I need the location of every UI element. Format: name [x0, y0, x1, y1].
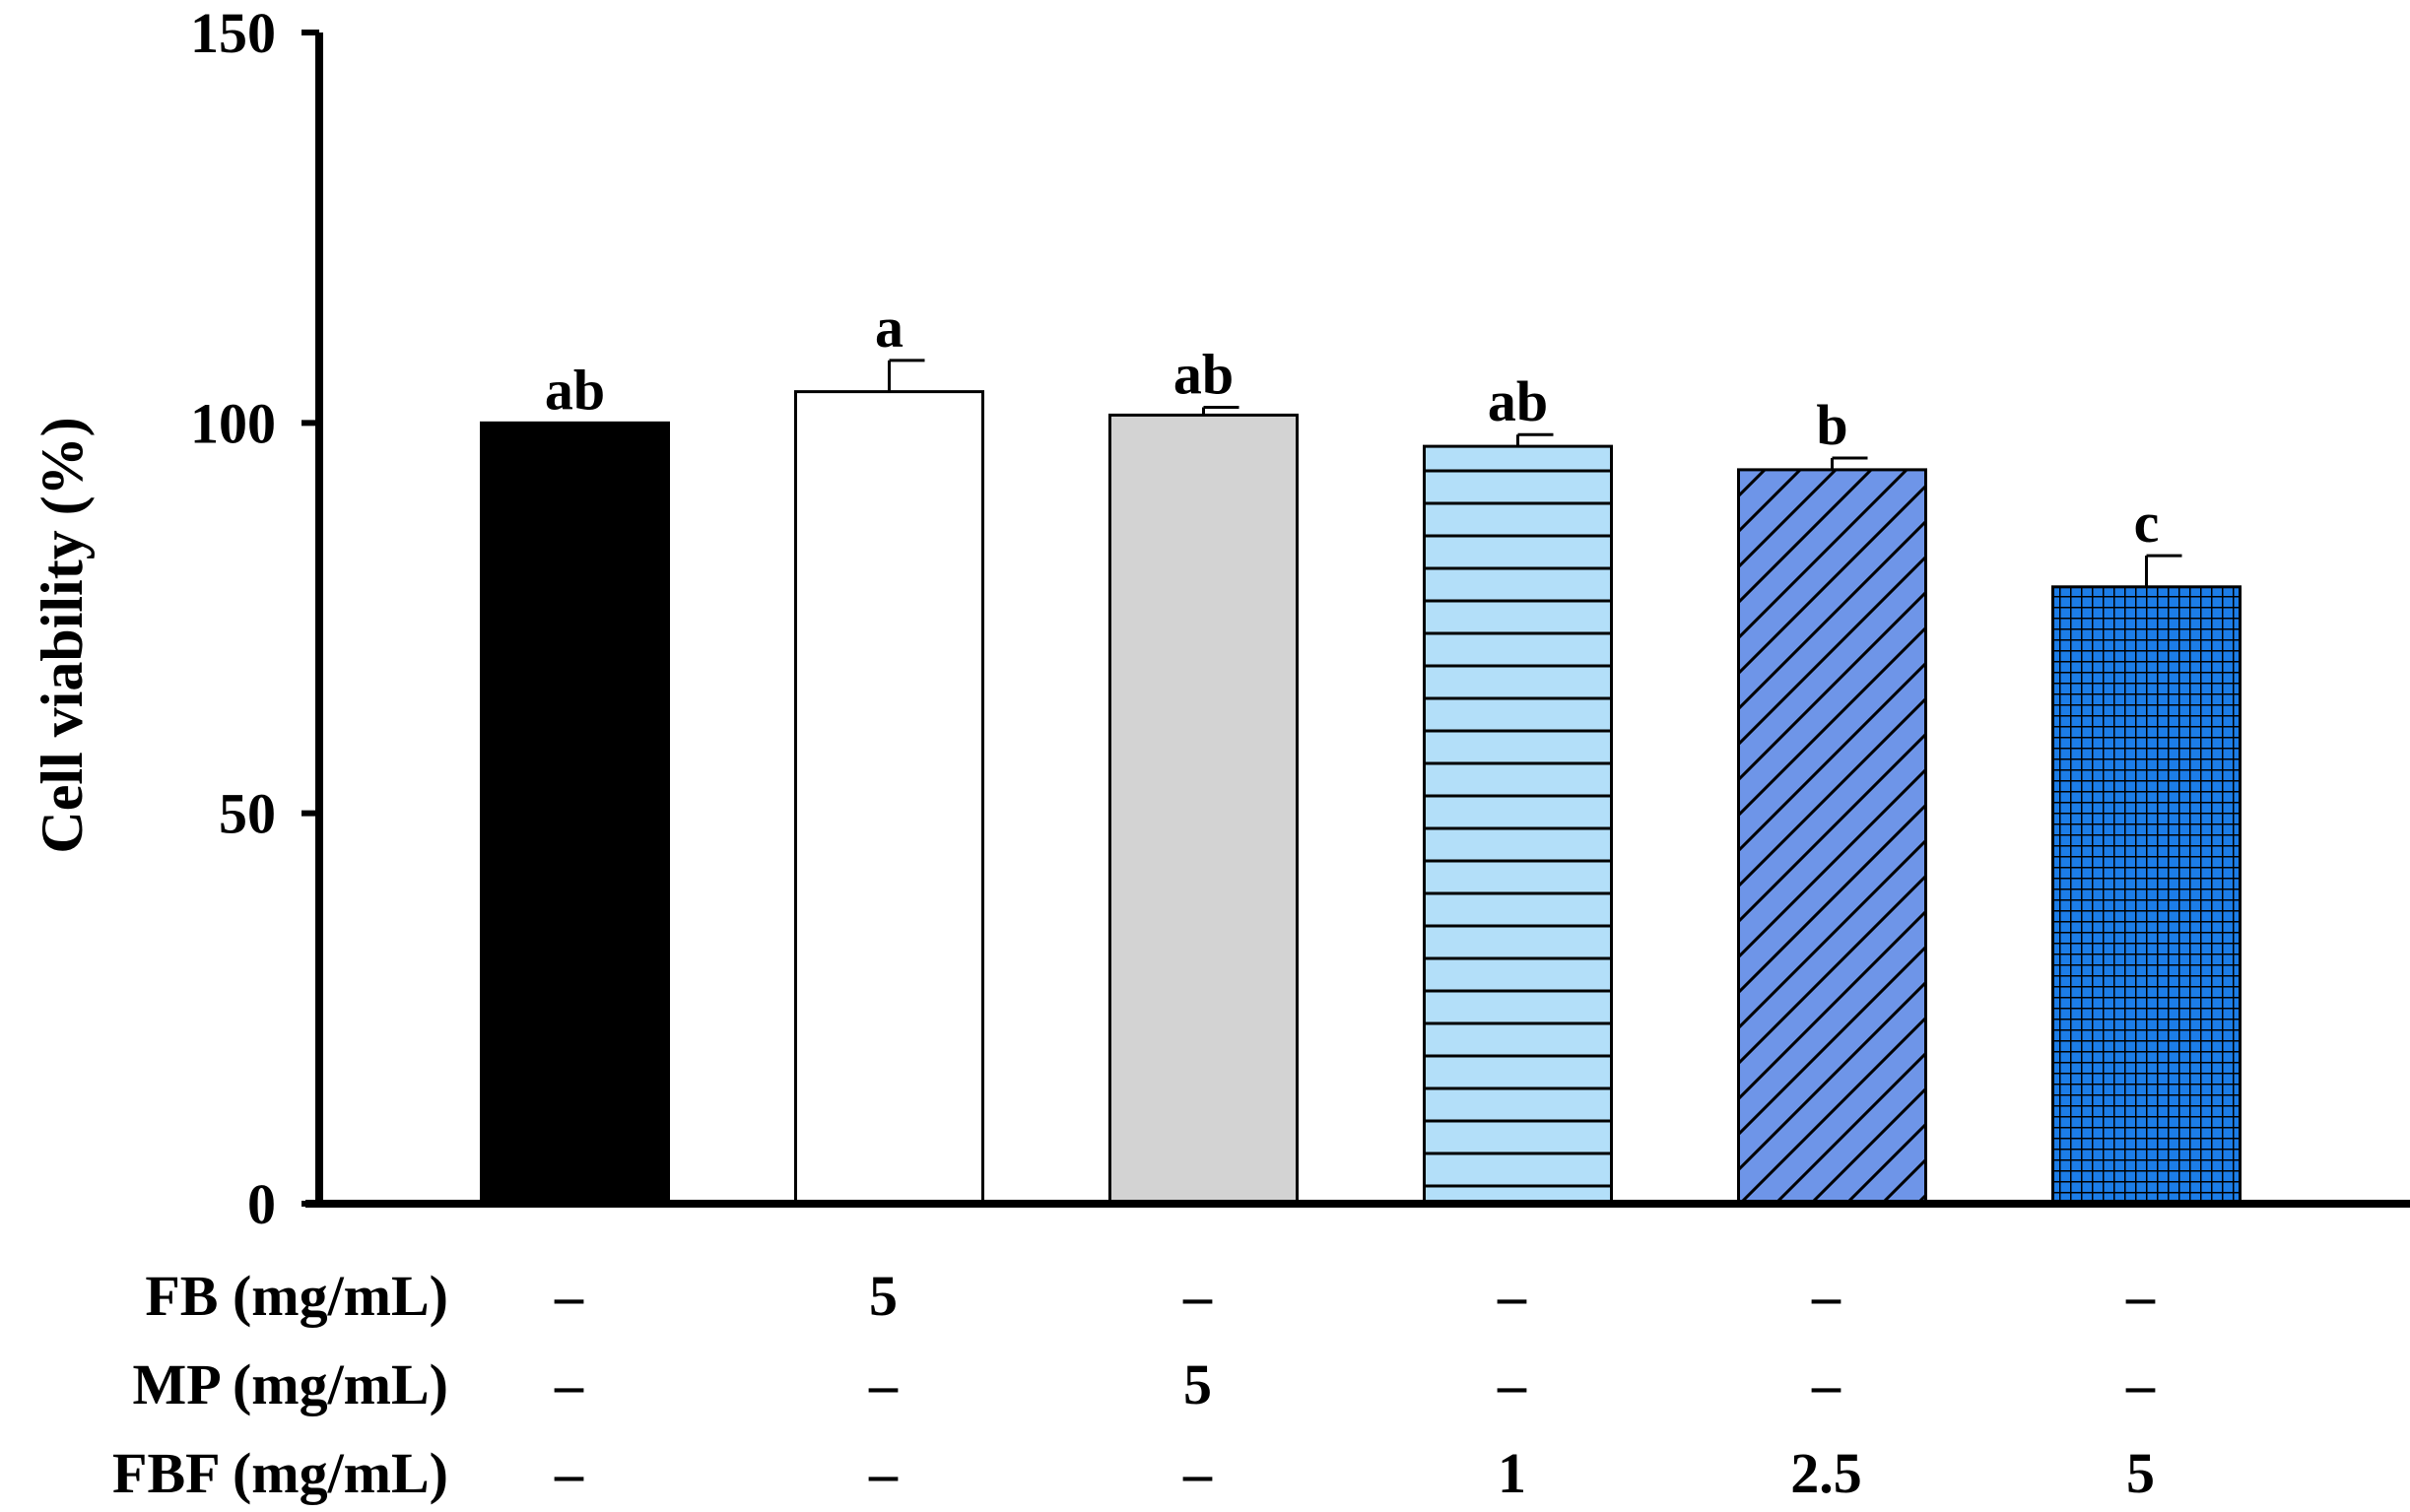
significance-label: ab: [1488, 369, 1548, 433]
y-axis-label: Cell viability (%): [30, 417, 95, 853]
y-tick-label: 0: [247, 1172, 276, 1236]
bar: [1737, 468, 1927, 1206]
treatment-cell: –: [1182, 1441, 1213, 1505]
significance-label: ab: [545, 358, 605, 422]
bar: [1423, 444, 1613, 1206]
treatment-cell: –: [868, 1441, 899, 1505]
treatment-cell: –: [1182, 1264, 1213, 1328]
treatment-cell: –: [2125, 1264, 2156, 1328]
treatment-cell: –: [554, 1352, 584, 1416]
treatment-cell: –: [2125, 1352, 2156, 1416]
treatment-cell: –: [1811, 1264, 1841, 1328]
y-tick-label: 50: [219, 782, 276, 846]
treatment-cell: –: [554, 1441, 584, 1505]
treatment-cell: –: [868, 1352, 899, 1416]
significance-label: ab: [1173, 342, 1234, 406]
y-tick-label: 100: [190, 391, 276, 455]
bar: [794, 390, 984, 1206]
treatment-cell: 1: [1498, 1441, 1526, 1505]
treatment-cell: –: [554, 1264, 584, 1328]
bar: [1108, 413, 1299, 1206]
treatment-cell: 5: [2126, 1441, 2155, 1505]
y-tick-label: 150: [190, 1, 276, 65]
significance-label: a: [875, 296, 904, 360]
significance-label: b: [1816, 393, 1847, 457]
treatment-cell: –: [1497, 1352, 1527, 1416]
significance-label: c: [2134, 491, 2160, 555]
treatment-cell: 5: [869, 1264, 898, 1328]
bar: [2051, 585, 2242, 1206]
treatment-cell: 5: [1183, 1352, 1212, 1416]
treatment-cell: 2.5: [1790, 1441, 1862, 1505]
treatment-row-label: FBF (mg/mL): [112, 1441, 448, 1505]
treatment-cell: –: [1811, 1352, 1841, 1416]
treatment-row-label: FB (mg/mL): [145, 1264, 448, 1328]
bar: [480, 421, 670, 1206]
treatment-row-label: MP (mg/mL): [132, 1352, 448, 1416]
treatment-cell: –: [1497, 1264, 1527, 1328]
